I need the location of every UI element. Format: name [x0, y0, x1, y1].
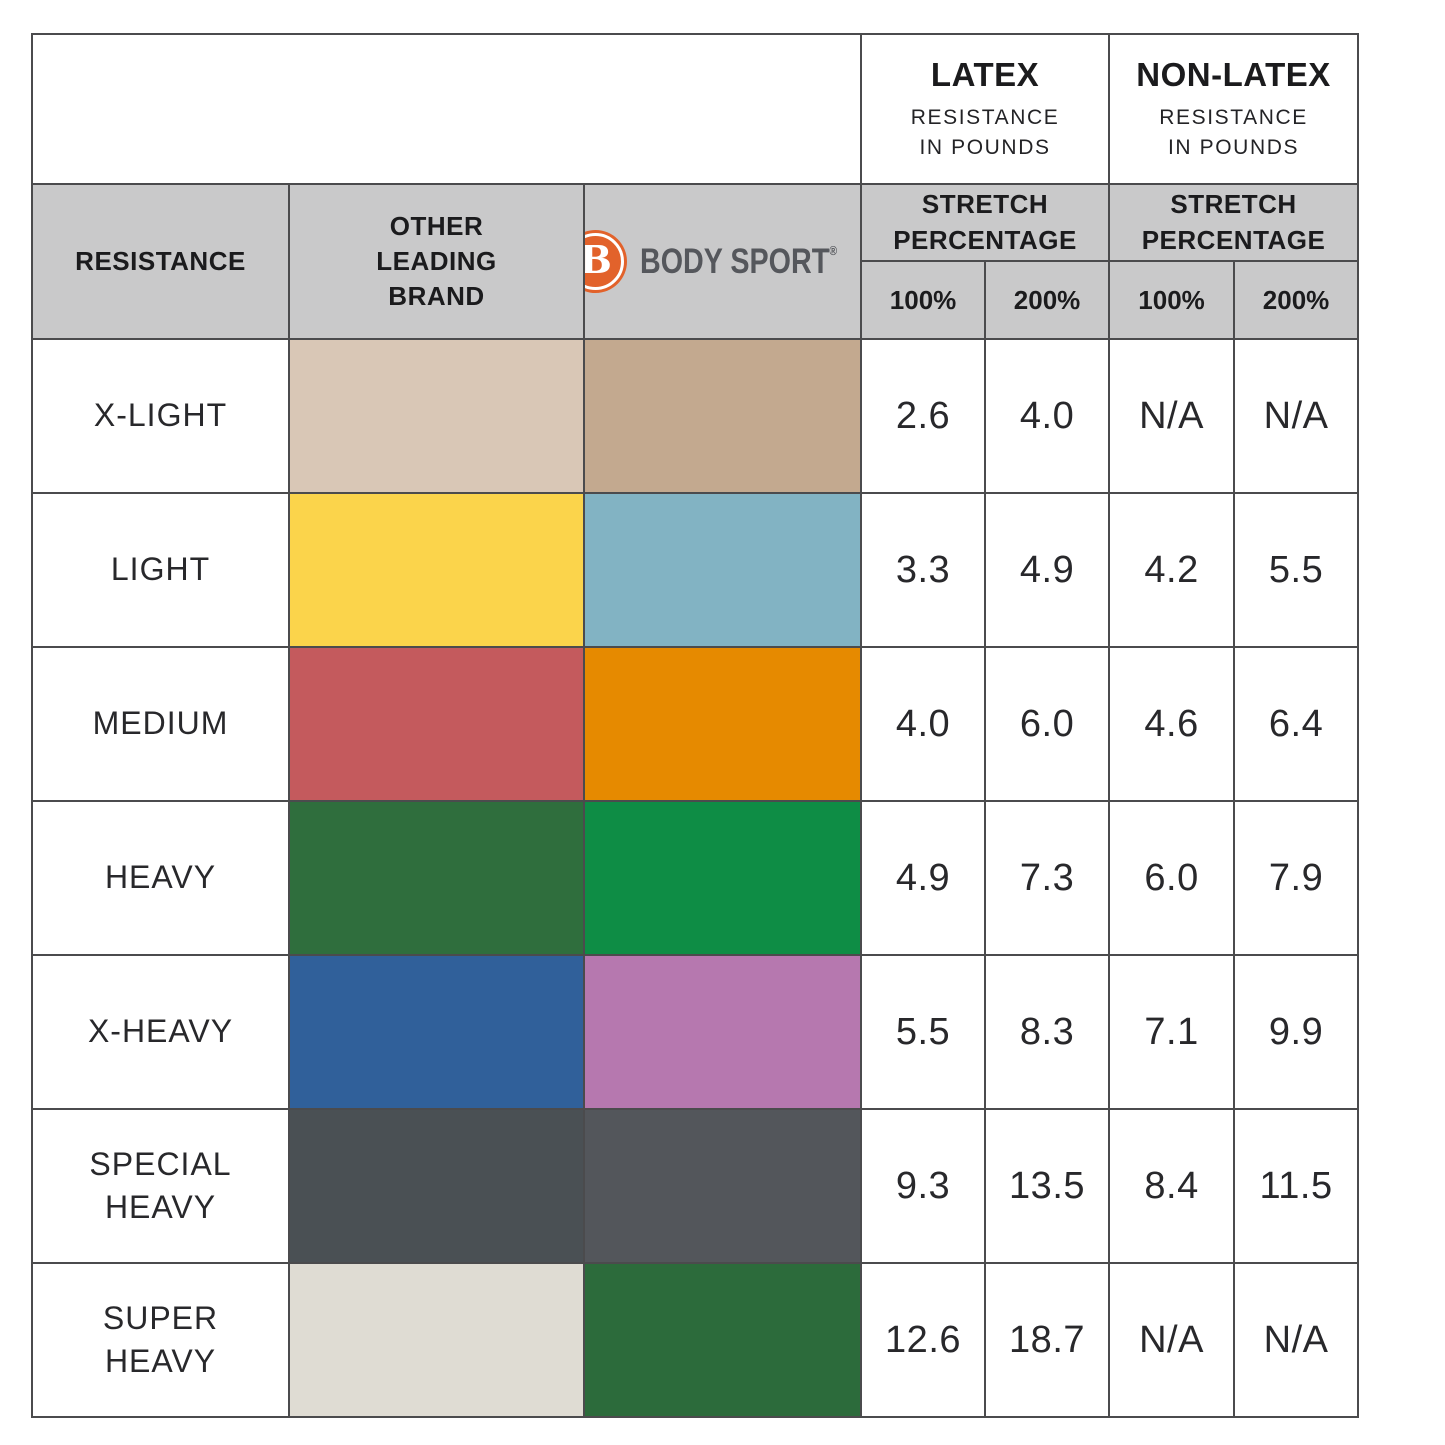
nonlatex-200-header: 200%	[1233, 260, 1360, 340]
latex-header-cell: LATEX RESISTANCE IN POUNDS	[860, 33, 1111, 185]
latex-200-value: 6.0	[984, 646, 1111, 802]
nonlatex-100-value: N/A	[1108, 1262, 1236, 1418]
comparison-table: LATEX RESISTANCE IN POUNDS NON-LATEX RES…	[30, 33, 1360, 1418]
nonlatex-100-value: 4.6	[1108, 646, 1236, 802]
material-header-row: LATEX RESISTANCE IN POUNDS NON-LATEX RES…	[30, 33, 1360, 185]
latex-100-value: 4.0	[860, 646, 987, 802]
nonlatex-200-value: 7.9	[1233, 800, 1360, 956]
stretch-percentage-header-nonlatex: STRETCH PERCENTAGE	[1108, 183, 1360, 262]
latex-200-value: 4.0	[984, 338, 1111, 494]
non-latex-subtitle: RESISTANCE IN POUNDS	[1159, 106, 1308, 159]
body-sport-swatch	[582, 1108, 863, 1264]
other-brand-swatch	[288, 1262, 585, 1418]
resistance-label: SPECIAL HEAVY	[31, 1108, 290, 1264]
nonlatex-100-header: 100%	[1108, 260, 1236, 340]
latex-100-value: 12.6	[860, 1262, 987, 1418]
table-row-heavy: HEAVY 4.9 7.3 6.0 7.9	[31, 800, 1360, 956]
latex-100-header: 100%	[860, 260, 987, 340]
nonlatex-100-value: 4.2	[1108, 492, 1236, 648]
non-latex-title: NON-LATEX	[1136, 56, 1331, 94]
latex-100-value: 4.9	[860, 800, 987, 956]
resistance-label: HEAVY	[31, 800, 290, 956]
latex-200-value: 7.3	[984, 800, 1111, 956]
latex-subtitle: RESISTANCE IN POUNDS	[910, 106, 1060, 159]
non-latex-header-cell: NON-LATEX RESISTANCE IN POUNDS	[1108, 33, 1360, 185]
latex-100-value: 5.5	[860, 954, 987, 1110]
logo-b-letter: B	[586, 241, 612, 282]
table-row-light: LIGHT 3.3 4.9 4.2 5.5	[31, 492, 1360, 648]
latex-200-value: 8.3	[984, 954, 1111, 1110]
table-row-x-light: X-LIGHT 2.6 4.0 N/A N/A	[31, 338, 1360, 494]
latex-100-value: 2.6	[860, 338, 987, 494]
resistance-label: LIGHT	[31, 492, 290, 648]
body-sport-b-icon: B	[586, 230, 628, 293]
other-brand-swatch	[288, 954, 585, 1110]
nonlatex-200-value: 11.5	[1233, 1108, 1360, 1264]
other-brand-swatch	[288, 646, 585, 802]
body-sport-swatch	[582, 800, 863, 956]
body-sport-column-header: B BODY SPORT®	[582, 183, 863, 340]
nonlatex-200-value: 9.9	[1233, 954, 1360, 1110]
resistance-label: MEDIUM	[31, 646, 290, 802]
column-header-row: RESISTANCE OTHER LEADING BRAND B BODY SP…	[31, 183, 1360, 340]
latex-100-value: 9.3	[860, 1108, 987, 1264]
percentage-header-row: 100% 200% 100% 200%	[32, 260, 1360, 340]
nonlatex-100-value: 8.4	[1108, 1108, 1236, 1264]
nonlatex-100-value: 7.1	[1108, 954, 1236, 1110]
body-sport-wordmark: BODY SPORT®	[640, 241, 838, 281]
resistance-label: X-HEAVY	[31, 954, 290, 1110]
latex-100-value: 3.3	[860, 492, 987, 648]
nonlatex-200-value: N/A	[1233, 1262, 1360, 1418]
body-sport-swatch	[582, 1262, 863, 1418]
other-brand-column-header: OTHER LEADING BRAND	[288, 183, 585, 340]
resistance-label: SUPER HEAVY	[31, 1262, 290, 1418]
nonlatex-100-value: N/A	[1108, 338, 1236, 494]
nonlatex-100-value: 6.0	[1108, 800, 1236, 956]
blank-corner-cell	[30, 33, 863, 185]
body-sport-logo: B BODY SPORT®	[586, 230, 859, 293]
latex-200-value: 13.5	[984, 1108, 1111, 1264]
nonlatex-200-value: N/A	[1233, 338, 1360, 494]
resistance-label: X-LIGHT	[31, 338, 290, 494]
nonlatex-200-value: 6.4	[1233, 646, 1360, 802]
table-row-x-heavy: X-HEAVY 5.5 8.3 7.1 9.9	[31, 954, 1360, 1110]
other-brand-swatch	[288, 492, 585, 648]
stretch-percentage-header-latex: STRETCH PERCENTAGE	[860, 183, 1111, 262]
other-brand-swatch	[288, 800, 585, 956]
body-sport-swatch	[582, 492, 863, 648]
nonlatex-200-value: 5.5	[1233, 492, 1360, 648]
registered-mark: ®	[829, 242, 838, 258]
resistance-column-header: RESISTANCE	[31, 183, 290, 340]
latex-title: LATEX	[930, 56, 1040, 94]
latex-200-value: 4.9	[984, 492, 1111, 648]
table-row-super-heavy: SUPER HEAVY 12.6 18.7 N/A N/A	[31, 1262, 1360, 1418]
latex-200-header: 200%	[984, 260, 1111, 340]
other-brand-swatch	[288, 1108, 585, 1264]
table-row-medium: MEDIUM 4.0 6.0 4.6 6.4	[31, 646, 1360, 802]
body-sport-swatch	[582, 954, 863, 1110]
latex-200-value: 18.7	[984, 1262, 1111, 1418]
body-sport-swatch	[582, 338, 863, 494]
table-row-special-heavy: SPECIAL HEAVY 9.3 13.5 8.4 11.5	[31, 1108, 1360, 1264]
other-brand-swatch	[288, 338, 585, 494]
body-sport-swatch	[582, 646, 863, 802]
